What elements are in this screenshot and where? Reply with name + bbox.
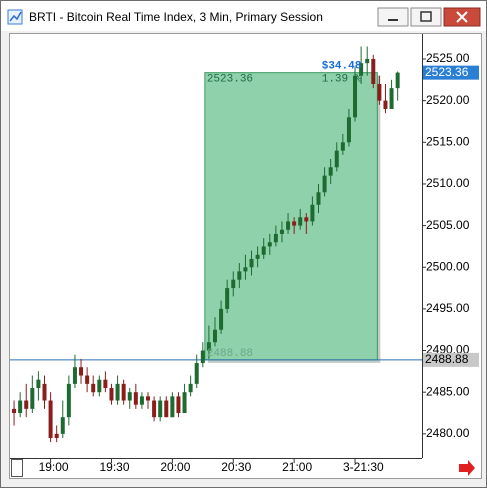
candle-body xyxy=(85,375,90,384)
corner-box[interactable] xyxy=(11,459,23,477)
candle-body xyxy=(261,246,266,255)
candle-body xyxy=(200,350,205,364)
y-tick-label: 2505.00 xyxy=(426,218,470,232)
window-title: BRTI - Bitcoin Real Time Index, 3 Min, P… xyxy=(29,10,323,24)
candle-body xyxy=(146,396,151,401)
candle-body xyxy=(371,58,376,84)
candle-body xyxy=(389,88,394,109)
candle-body xyxy=(365,58,370,64)
candle-body xyxy=(48,400,53,439)
candle-body xyxy=(279,229,284,234)
candle-body xyxy=(377,83,382,101)
candle-body xyxy=(12,408,17,414)
candle-body xyxy=(194,363,199,384)
candle-body xyxy=(158,400,163,418)
candle-body xyxy=(127,392,132,401)
x-tick-label: 19:30 xyxy=(99,460,129,474)
y-tick-label: 2485.00 xyxy=(426,384,470,398)
candle-body xyxy=(316,192,321,205)
candle-body xyxy=(176,396,181,414)
candle-body xyxy=(286,221,291,230)
x-tick-label: 21:00 xyxy=(282,460,312,474)
y-tick-label: 2520.00 xyxy=(426,93,470,107)
measure-start-label: 2523.36 xyxy=(207,74,253,86)
price-line-flag xyxy=(423,352,479,367)
candle-body xyxy=(395,72,400,89)
x-tick-label: 20:30 xyxy=(221,460,251,474)
candle-body xyxy=(212,329,217,343)
y-tick-label: 2515.00 xyxy=(426,134,470,148)
candle-body xyxy=(133,392,138,405)
measure-change-label: $34.48 xyxy=(322,61,362,73)
candle-body xyxy=(72,367,77,384)
measure-pct-label: 1.39 % xyxy=(322,74,362,86)
scroll-right-arrow[interactable] xyxy=(459,460,475,476)
candle-body xyxy=(340,142,345,151)
x-tick-label: 20:00 xyxy=(160,460,190,474)
candle-body xyxy=(231,279,236,289)
candle-body xyxy=(219,308,224,330)
candle-body xyxy=(66,383,71,418)
candle-body xyxy=(42,383,47,401)
candle-body xyxy=(243,267,248,272)
candle-body xyxy=(24,400,29,409)
y-tick-label: 2495.00 xyxy=(426,301,470,315)
candle-body xyxy=(334,150,339,168)
candle-body xyxy=(255,254,260,259)
candle-body xyxy=(54,433,59,439)
candle-body xyxy=(304,217,309,222)
candle-body xyxy=(328,167,333,176)
candle-body xyxy=(79,367,84,376)
candle-body xyxy=(292,221,297,226)
app-icon-glyph xyxy=(9,11,22,22)
candle-body xyxy=(273,233,278,243)
y-tick-label: 2525.00 xyxy=(426,51,470,65)
candle-body xyxy=(267,242,272,247)
candle-body xyxy=(206,342,211,351)
last-price-label: 2523.36 xyxy=(425,65,469,79)
candle-body xyxy=(97,379,102,393)
maximize-button[interactable] xyxy=(410,7,442,27)
candle-body xyxy=(60,417,65,434)
candle-body xyxy=(310,204,315,222)
y-tick-label: 2480.00 xyxy=(426,426,470,440)
candle-body xyxy=(237,271,242,280)
candle-body xyxy=(182,392,187,414)
candle-body xyxy=(170,396,175,418)
candle-body xyxy=(353,75,358,118)
measure-end-label: 2488.88 xyxy=(207,348,253,360)
close-glyph xyxy=(456,11,468,23)
candle-body xyxy=(36,379,41,389)
candle-body xyxy=(109,388,114,401)
measure-box xyxy=(204,72,378,361)
candle-body xyxy=(18,400,23,414)
price-line-label: 2488.88 xyxy=(425,352,469,366)
candle-body xyxy=(152,400,157,418)
minimize-button[interactable] xyxy=(377,7,409,27)
candle-body xyxy=(115,383,120,401)
candle-body xyxy=(188,383,193,393)
maximize-glyph xyxy=(420,11,432,22)
candle-body xyxy=(225,288,230,309)
y-tick-label: 2510.00 xyxy=(426,176,470,190)
candle-body xyxy=(30,388,35,409)
candle-body xyxy=(91,383,96,393)
x-tick-label: 19:00 xyxy=(39,460,69,474)
candle-body xyxy=(359,63,364,76)
candle-body xyxy=(346,117,351,143)
x-tick-label: 3-21:30 xyxy=(343,460,384,474)
y-tick-label: 2500.00 xyxy=(426,259,470,273)
candle-body xyxy=(103,379,108,389)
candle-body xyxy=(322,175,327,193)
candle-body xyxy=(139,396,144,405)
candle-body xyxy=(164,400,169,418)
last-price-flag xyxy=(423,65,479,80)
candle-body xyxy=(249,258,254,268)
candle-body xyxy=(298,217,303,226)
candle-body xyxy=(383,100,388,109)
candle-body xyxy=(121,383,126,401)
